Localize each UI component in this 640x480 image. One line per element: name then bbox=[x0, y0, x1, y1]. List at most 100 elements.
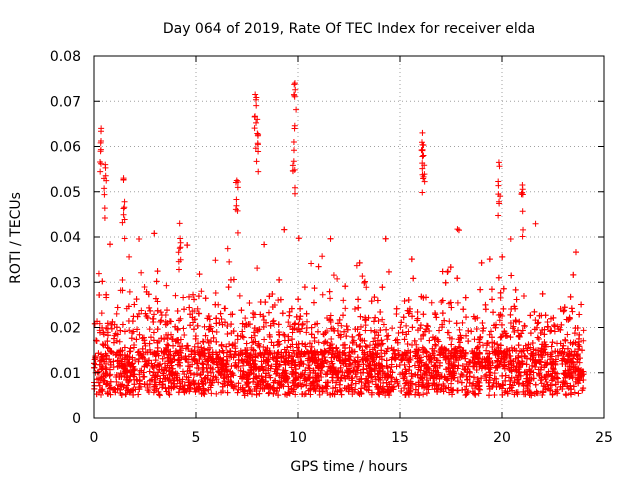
data-point bbox=[486, 392, 493, 399]
data-point bbox=[562, 337, 569, 344]
data-point bbox=[463, 332, 470, 339]
data-point bbox=[126, 288, 133, 295]
data-point bbox=[236, 292, 243, 299]
data-point bbox=[361, 279, 368, 286]
data-point bbox=[494, 341, 501, 348]
data-point bbox=[364, 357, 371, 364]
data-point bbox=[432, 341, 439, 348]
data-point bbox=[527, 389, 534, 396]
data-point bbox=[579, 387, 586, 394]
data-point bbox=[270, 320, 277, 327]
data-point bbox=[177, 315, 184, 322]
data-point bbox=[350, 337, 357, 344]
data-point bbox=[391, 378, 398, 385]
data-point bbox=[309, 353, 316, 360]
data-point bbox=[465, 338, 472, 345]
data-point bbox=[527, 330, 534, 337]
data-point bbox=[374, 297, 381, 304]
data-point bbox=[134, 349, 141, 356]
data-point bbox=[194, 344, 201, 351]
data-point bbox=[336, 381, 343, 388]
data-point bbox=[411, 362, 418, 369]
data-point bbox=[371, 335, 378, 342]
data-point bbox=[175, 357, 182, 364]
data-point bbox=[570, 383, 577, 390]
data-point bbox=[512, 286, 519, 293]
data-point bbox=[248, 334, 255, 341]
data-point bbox=[436, 327, 443, 334]
data-point bbox=[558, 321, 565, 328]
data-point bbox=[363, 344, 370, 351]
data-point bbox=[327, 365, 334, 372]
data-point bbox=[378, 356, 385, 363]
data-point bbox=[532, 381, 539, 388]
data-point bbox=[454, 365, 461, 372]
data-point bbox=[110, 335, 117, 342]
data-point bbox=[158, 335, 165, 342]
data-point bbox=[170, 352, 177, 359]
data-point bbox=[560, 342, 567, 349]
data-point bbox=[303, 382, 310, 389]
data-point bbox=[310, 299, 317, 306]
data-point bbox=[235, 386, 242, 393]
data-point bbox=[280, 369, 287, 376]
data-point bbox=[345, 356, 352, 363]
data-point bbox=[466, 373, 473, 380]
data-point bbox=[570, 355, 577, 362]
data-point bbox=[400, 314, 407, 321]
data-point bbox=[213, 390, 220, 397]
data-point bbox=[367, 327, 374, 334]
data-point bbox=[472, 315, 479, 322]
data-point bbox=[273, 388, 280, 395]
data-point bbox=[198, 288, 205, 295]
data-point bbox=[511, 329, 518, 336]
data-point bbox=[266, 293, 273, 300]
data-point bbox=[362, 343, 369, 350]
data-point bbox=[577, 371, 584, 378]
data-point bbox=[374, 371, 381, 378]
data-point bbox=[382, 235, 389, 242]
data-point bbox=[464, 389, 471, 396]
data-point bbox=[438, 373, 445, 380]
data-point bbox=[564, 331, 571, 338]
data-point bbox=[459, 319, 466, 326]
data-point bbox=[164, 341, 171, 348]
data-point bbox=[266, 383, 273, 390]
data-point bbox=[238, 307, 245, 314]
data-point bbox=[361, 337, 368, 344]
data-point bbox=[112, 351, 119, 358]
data-point bbox=[445, 384, 452, 391]
data-point bbox=[502, 372, 509, 379]
data-point bbox=[369, 378, 376, 385]
data-point bbox=[568, 305, 575, 312]
data-point bbox=[472, 385, 479, 392]
data-point bbox=[103, 352, 110, 359]
data-point bbox=[199, 352, 206, 359]
data-point bbox=[575, 390, 582, 397]
data-point bbox=[290, 347, 297, 354]
data-point bbox=[414, 327, 421, 334]
data-point bbox=[291, 321, 298, 328]
data-point bbox=[288, 371, 295, 378]
data-point bbox=[298, 348, 305, 355]
data-point bbox=[363, 356, 370, 363]
data-point bbox=[227, 348, 234, 355]
data-point bbox=[166, 376, 173, 383]
data-point bbox=[439, 321, 446, 328]
data-point bbox=[226, 340, 233, 347]
data-point bbox=[437, 359, 444, 366]
data-point bbox=[163, 282, 170, 289]
data-point bbox=[383, 357, 390, 364]
data-point bbox=[141, 283, 148, 290]
data-point bbox=[373, 329, 380, 336]
data-point bbox=[379, 284, 386, 291]
data-point bbox=[297, 373, 304, 380]
data-point bbox=[396, 361, 403, 368]
data-point bbox=[554, 390, 561, 397]
data-point bbox=[212, 257, 219, 264]
data-point bbox=[366, 342, 373, 349]
data-point bbox=[527, 312, 534, 319]
data-point bbox=[128, 335, 135, 342]
data-point bbox=[442, 279, 449, 286]
data-point bbox=[386, 381, 393, 388]
